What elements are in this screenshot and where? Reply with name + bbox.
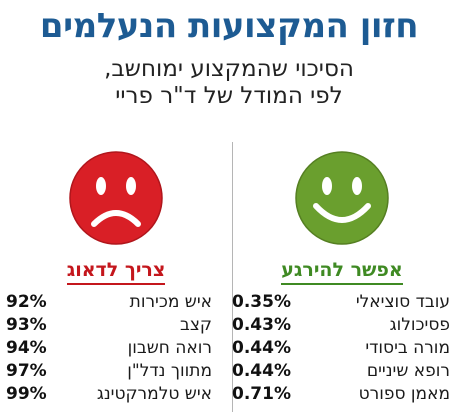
subtitle-line-1: הסיכוי שהמקצוע ימוחשב, <box>104 56 354 82</box>
list-item: איש מכירות 92% <box>6 291 226 314</box>
list-item: עובד סוציאלי 0.35% <box>232 291 452 314</box>
profession-name: איש טלמרקטינג <box>96 384 212 404</box>
risk-value: 0.44% <box>232 338 291 358</box>
list-item: מורה ביסודי 0.44% <box>232 337 452 360</box>
page-title: חזון המקצועות הנעלמים <box>39 6 419 46</box>
profession-name: איש מכירות <box>129 292 212 312</box>
profession-name: עובד סוציאלי <box>355 292 450 312</box>
risk-value: 97% <box>6 361 47 381</box>
smiley-face-icon <box>295 151 389 245</box>
list-item: רואה חשבון 94% <box>6 337 226 360</box>
risk-value: 93% <box>6 315 47 335</box>
risk-value: 0.71% <box>232 384 291 404</box>
profession-name: פסיכולוג <box>389 315 450 335</box>
low-risk-column: אפשר להירגע עובד סוציאלי 0.35% פסיכולוג 0.… <box>232 148 452 406</box>
profession-name: רואה חשבון <box>127 338 212 358</box>
risk-value: 99% <box>6 384 47 404</box>
low-risk-heading: אפשר להירגע <box>232 258 452 285</box>
high-risk-list: איש מכירות 92% קצב 93% רואה חשבון 94% מתווך… <box>6 291 226 406</box>
profession-name: רופא שיניים <box>366 361 450 381</box>
profession-name: מתווך נדל"ן <box>127 361 212 381</box>
risk-value: 0.35% <box>232 292 291 312</box>
profession-name: קצב <box>180 315 212 335</box>
risk-value: 94% <box>6 338 47 358</box>
list-item: מאמן ספורט 0.71% <box>232 383 452 406</box>
list-item: מתווך נדל"ן 97% <box>6 360 226 383</box>
profession-name: מורה ביסודי <box>365 338 450 358</box>
high-risk-column: צריך לדאוג איש מכירות 92% קצב 93% רואה חשב… <box>6 148 226 406</box>
column-divider <box>232 142 233 412</box>
page-subtitle: הסיכוי שהמקצוע ימוחשב, לפי המודל של ד"ר … <box>0 56 458 110</box>
low-risk-list: עובד סוציאלי 0.35% פסיכולוג 0.43% מורה ביס… <box>232 291 452 406</box>
profession-name: מאמן ספורט <box>358 384 450 404</box>
risk-value: 0.43% <box>232 315 291 335</box>
list-item: פסיכולוג 0.43% <box>232 314 452 337</box>
list-item: איש טלמרקטינג 99% <box>6 383 226 406</box>
risk-value: 92% <box>6 292 47 312</box>
list-item: קצב 93% <box>6 314 226 337</box>
sad-face-icon <box>69 151 163 245</box>
list-item: רופא שיניים 0.44% <box>232 360 452 383</box>
subtitle-line-2: לפי המודל של ד"ר פריי <box>115 83 343 109</box>
high-risk-heading: צריך לדאוג <box>6 258 226 285</box>
risk-value: 0.44% <box>232 361 291 381</box>
